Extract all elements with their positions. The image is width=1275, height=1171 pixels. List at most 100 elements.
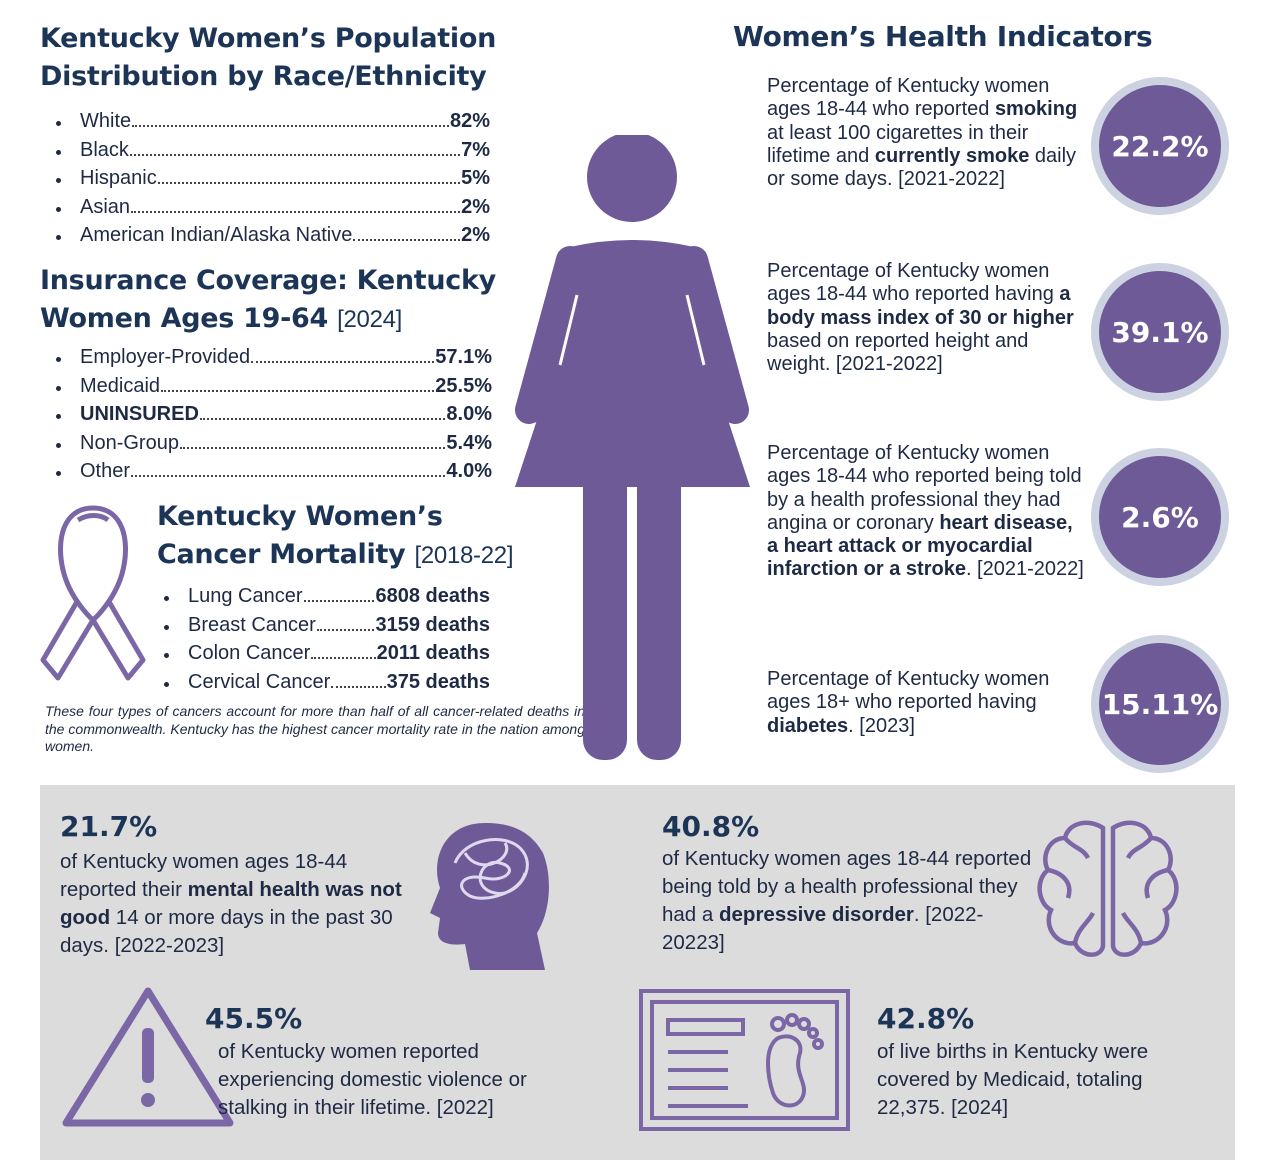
item-label: Cervical Cancer xyxy=(188,670,331,693)
stat-value: 42.8% xyxy=(877,1002,975,1035)
item-label: Non-Group xyxy=(80,431,179,454)
indicators-title: Women’s Health Indicators xyxy=(733,20,1153,53)
list-item: American Indian/Alaska Native 2% xyxy=(56,224,490,253)
indicator-text: Percentage of Kentucky women ages 18+ wh… xyxy=(767,668,1089,738)
list-item: Non-Group 5.4% xyxy=(56,431,492,461)
item-value: 4.0% xyxy=(446,460,492,482)
item-label: Hispanic xyxy=(80,167,157,189)
leader xyxy=(251,361,435,363)
leader xyxy=(131,475,446,477)
item-label: Lung Cancer xyxy=(188,585,303,607)
leader xyxy=(179,446,446,449)
item-label: White xyxy=(80,110,132,132)
list-item: UNINSURED 8.0% xyxy=(56,403,492,432)
item-value: 5% xyxy=(461,167,490,189)
list-item: Colon Cancer 2011 deaths xyxy=(164,642,490,671)
stat-text: of Kentucky women ages 18-44 reported th… xyxy=(60,848,405,960)
text-run: . [2021-2022] xyxy=(965,558,1084,581)
year: [2018-22] xyxy=(414,542,514,569)
text-run: . [2022-20223] xyxy=(662,903,984,954)
list-item: Lung Cancer 6808 deaths xyxy=(164,585,490,614)
item-label: Black xyxy=(80,138,129,161)
woman-figure xyxy=(515,135,750,760)
title-line: Kentucky Women’s Population xyxy=(40,23,497,54)
bold-run: smoking xyxy=(994,98,1078,121)
bold-run: diabetes xyxy=(767,714,849,737)
item-value: 2% xyxy=(461,224,490,246)
bold-run: depressive disorder xyxy=(719,903,914,926)
item-value: 2% xyxy=(461,195,490,218)
text-run: at least 100 cigarettes in their lifetim… xyxy=(767,121,1029,167)
head-icon xyxy=(430,823,549,970)
text-run: of Kentucky women reported experiencing … xyxy=(218,1040,527,1119)
leader xyxy=(131,210,461,213)
leader xyxy=(129,153,461,156)
item-value: 82% xyxy=(449,110,490,132)
bold-run: currently smoke xyxy=(874,144,1030,167)
stat-text: of live births in Kentucky were covered … xyxy=(877,1038,1197,1122)
item-label: Other xyxy=(80,460,131,482)
leader xyxy=(132,125,449,127)
insurance-title: Insurance Coverage: Kentucky Women Ages 1… xyxy=(40,262,496,339)
list-item: Medicaid 25.5% xyxy=(56,374,492,404)
year: [2024] xyxy=(337,306,403,333)
item-value: 5.4% xyxy=(446,431,492,454)
leader xyxy=(353,239,461,241)
brain-icon xyxy=(1037,820,1179,957)
leader xyxy=(316,628,375,631)
text-run: of live births in Kentucky were covered … xyxy=(877,1040,1149,1119)
item-value: 25.5% xyxy=(435,374,492,397)
list-item: Other 4.0% xyxy=(56,460,492,489)
stat-value: 21.7% xyxy=(60,810,158,843)
list-item: Cervical Cancer 375 deaths xyxy=(164,670,490,700)
text-run: 14 or more days in the past 30 days. [20… xyxy=(60,906,393,957)
indicator-value: 39.1% xyxy=(1091,263,1229,401)
cancer-title: Kentucky Women’s Cancer Mortality [2018-2… xyxy=(157,498,514,575)
title-line: Cancer Mortality xyxy=(157,539,406,570)
item-value: 2011 deaths xyxy=(376,642,490,664)
item-label: Employer-Provided xyxy=(80,346,251,368)
title-line: Distribution by Race/Ethnicity xyxy=(40,61,487,92)
item-label: UNINSURED xyxy=(80,403,199,425)
indicator-text: Percentage of Kentucky women ages 18-44 … xyxy=(767,442,1089,582)
bold-run: a body mass index of 30 or higher xyxy=(767,283,1074,329)
list-item: Breast Cancer 3159 deaths xyxy=(164,613,490,643)
certificate-icon xyxy=(639,989,850,1131)
insurance-list: Employer-Provided 57.1% Medicaid 25.5% UNINS… xyxy=(56,346,492,489)
leader xyxy=(157,182,461,184)
indicator-value: 15.11% xyxy=(1091,635,1229,773)
stat-value: 45.5% xyxy=(205,1002,303,1035)
item-label: Colon Cancer xyxy=(188,642,311,664)
leader xyxy=(303,600,375,602)
text-run: . [2023] xyxy=(848,714,915,737)
item-value: 3159 deaths xyxy=(375,613,490,636)
indicator-value: 2.6% xyxy=(1091,448,1229,586)
title-line: Women Ages 19-64 xyxy=(40,303,328,334)
leader xyxy=(199,418,446,420)
indicator-value: 22.2% xyxy=(1091,77,1229,215)
list-item: Asian 2% xyxy=(56,195,490,225)
title-line: Insurance Coverage: Kentucky xyxy=(40,265,496,296)
text-run: daily or some days. [2021-2022] xyxy=(767,144,1077,191)
list-item: Hispanic 5% xyxy=(56,167,490,196)
race-list: White 82% Black 7% Hispanic 5% Asian 2% American… xyxy=(56,110,490,253)
item-label: Asian xyxy=(80,195,131,218)
bold-run: mental health was not good xyxy=(60,878,402,929)
stat-text: of Kentucky women reported experiencing … xyxy=(218,1038,598,1122)
text-run: based on reported height and weight. [20… xyxy=(767,329,1029,376)
title-line: Kentucky Women’s xyxy=(157,501,443,532)
text-run: Percentage of Kentucky women ages 18-44 … xyxy=(767,75,1050,121)
indicator-text: Percentage of Kentucky women ages 18-44 … xyxy=(767,75,1089,191)
indicator-text: Percentage of Kentucky women ages 18-44 … xyxy=(767,260,1089,376)
stats-panel xyxy=(40,785,1235,1160)
text-run: Percentage of Kentucky women ages 18-44 … xyxy=(767,260,1060,306)
item-value: 7% xyxy=(461,138,490,161)
leader xyxy=(311,657,376,659)
leader xyxy=(161,389,435,392)
cancer-list: Lung Cancer 6808 deaths Breast Cancer 3159 … xyxy=(164,585,490,700)
item-value: 375 deaths xyxy=(386,670,490,693)
leader xyxy=(331,685,386,688)
race-title: Kentucky Women’s Population Distribution … xyxy=(40,20,496,96)
ribbon-icon xyxy=(40,505,146,681)
text-run: Percentage of Kentucky women ages 18+ wh… xyxy=(767,668,1050,714)
